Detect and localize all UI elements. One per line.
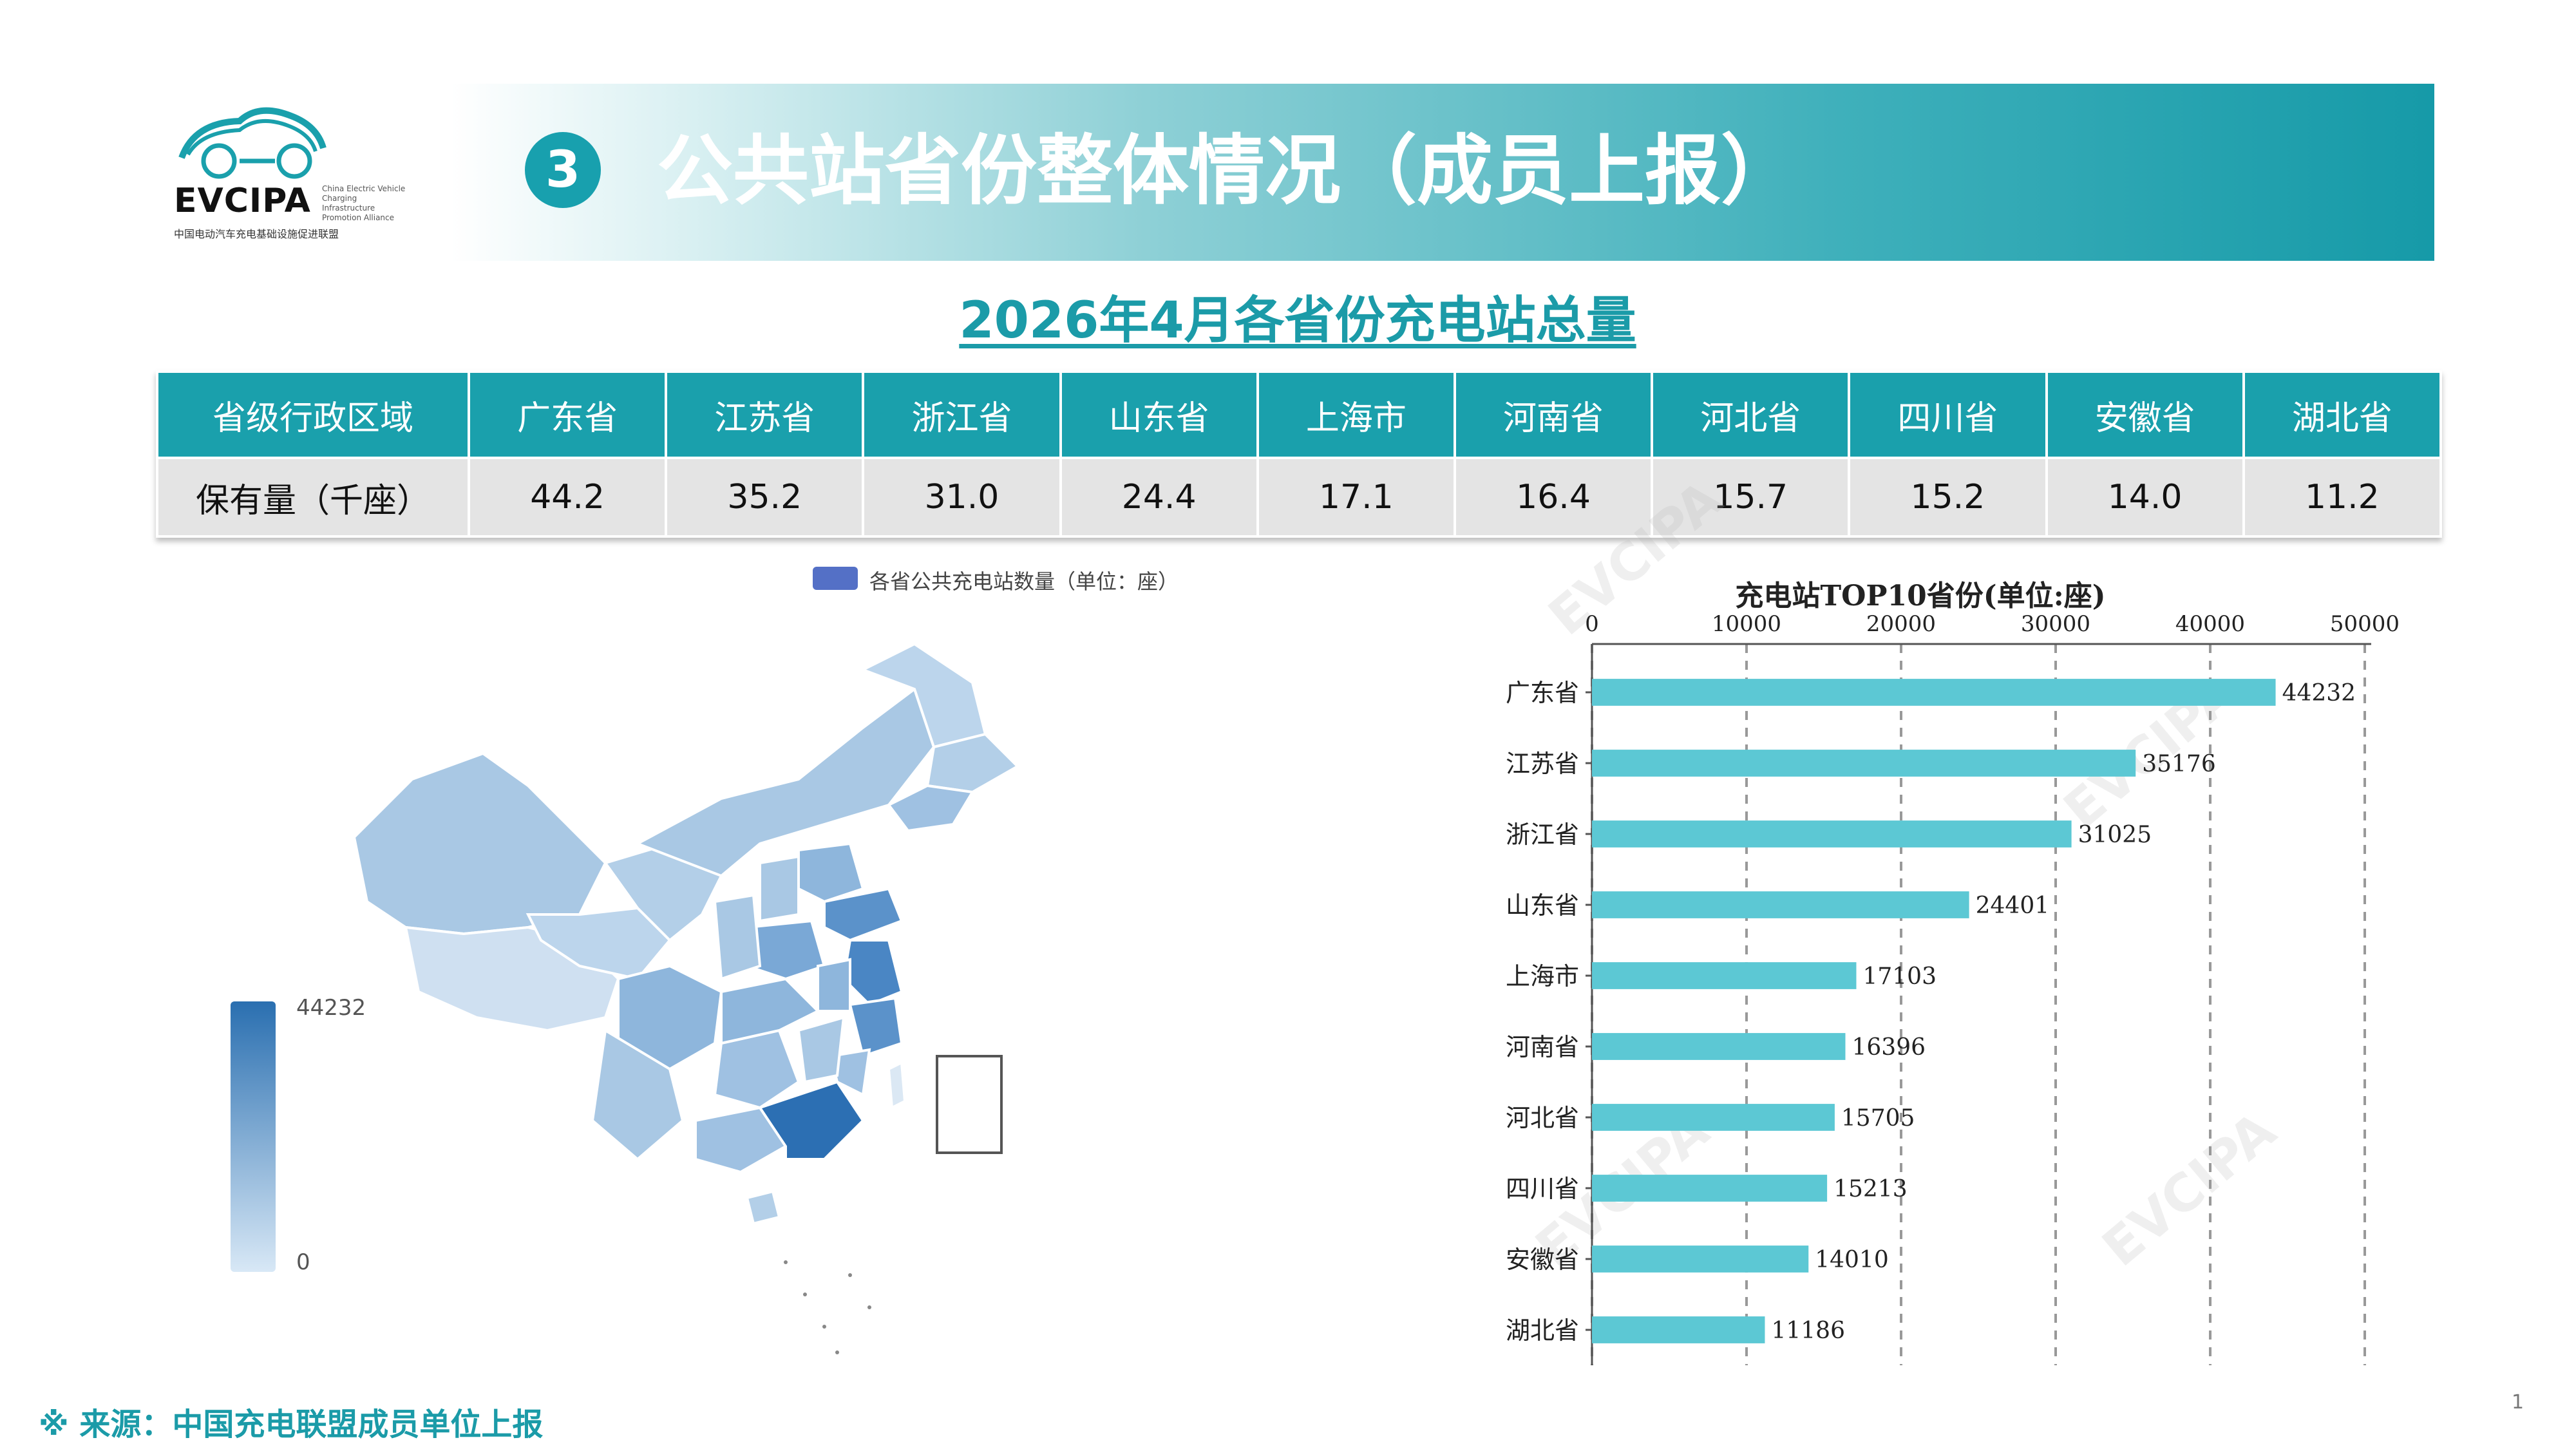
x-tick-label: 20000 bbox=[1866, 611, 1936, 637]
x-tick-label: 40000 bbox=[2175, 611, 2245, 637]
bar bbox=[1592, 1175, 1828, 1202]
table-subtitle: 2026年4月各省份充电站总量 bbox=[959, 292, 1636, 350]
table-header-cell: 浙江省 bbox=[862, 370, 1062, 459]
table-header-cell: 江苏省 bbox=[665, 370, 865, 459]
map-region-hubei bbox=[720, 977, 820, 1045]
table-cell: 11.2 bbox=[2242, 457, 2443, 538]
map-region-qinghai bbox=[526, 906, 672, 981]
map-legend-swatch[interactable] bbox=[813, 567, 858, 590]
y-tick-label: 河北省 bbox=[1506, 1104, 1579, 1132]
y-tick-label: 江苏省 bbox=[1506, 750, 1579, 778]
bar bbox=[1592, 1033, 1846, 1060]
table-cell: 15.2 bbox=[1848, 457, 2048, 538]
table-header-cell: 河南省 bbox=[1453, 370, 1654, 459]
data-label: 14010 bbox=[1815, 1247, 1889, 1273]
y-tick-label: 河南省 bbox=[1506, 1033, 1579, 1061]
x-tick-label: 30000 bbox=[2021, 611, 2090, 637]
table-header-cell: 广东省 bbox=[467, 370, 668, 459]
province-stats-table: 省级行政区域 广东省 江苏省 浙江省 山东省 上海市 河南省 河北省 四川省 安… bbox=[156, 370, 2443, 538]
bar bbox=[1592, 1316, 1765, 1343]
y-tick-label: 上海市 bbox=[1506, 962, 1579, 990]
table-header-cell: 湖北省 bbox=[2242, 370, 2443, 459]
y-tick-label: 山东省 bbox=[1506, 891, 1579, 920]
title-banner bbox=[451, 84, 2434, 261]
x-tick-label: 50000 bbox=[2330, 611, 2400, 637]
map-legend-label[interactable]: 各省公共充电站数量（单位：座） bbox=[869, 569, 1179, 594]
china-map[interactable] bbox=[335, 631, 1043, 1391]
table-header-cell: 上海市 bbox=[1256, 370, 1456, 459]
logo-english-name: China Electric Vehicle Charging Infrastr… bbox=[322, 184, 406, 222]
table-header-row: 省级行政区域 广东省 江苏省 浙江省 山东省 上海市 河南省 河北省 四川省 安… bbox=[156, 370, 2443, 459]
data-label: 16396 bbox=[1852, 1034, 1926, 1061]
logo-subtitle: 中国电动汽车充电基础设施促进联盟 bbox=[174, 228, 339, 240]
visualmap-max: 44232 bbox=[296, 995, 366, 1021]
table-cell: 31.0 bbox=[862, 457, 1062, 538]
map-region-hebei bbox=[797, 842, 865, 904]
x-tick-label: 10000 bbox=[1712, 611, 1781, 637]
map-region-liaoning bbox=[886, 784, 975, 833]
visualmap-slider[interactable] bbox=[231, 1001, 276, 1272]
y-tick-label: 四川省 bbox=[1506, 1175, 1579, 1203]
y-tick-label: 安徽省 bbox=[1506, 1245, 1579, 1274]
map-region-hainan bbox=[745, 1189, 781, 1226]
bar bbox=[1592, 891, 1969, 918]
data-label: 35176 bbox=[2142, 751, 2216, 777]
data-label: 17103 bbox=[1862, 963, 1937, 990]
row2-header: 保有量（千座） bbox=[156, 457, 470, 538]
evcipa-logo bbox=[178, 107, 327, 179]
bar bbox=[1592, 1104, 1835, 1131]
table-cell: 14.0 bbox=[2045, 457, 2245, 538]
chart-title: 充电站TOP10省份(单位:座) bbox=[1735, 580, 2105, 612]
bar bbox=[1592, 679, 2276, 706]
data-label: 11186 bbox=[1771, 1318, 1845, 1344]
data-label: 15705 bbox=[1841, 1105, 1915, 1132]
table-header-cell: 山东省 bbox=[1059, 370, 1259, 459]
table-header-cell: 安徽省 bbox=[2045, 370, 2245, 459]
page-title: 公共站省份整体情况（成员上报） bbox=[657, 126, 1797, 215]
data-label: 15213 bbox=[1833, 1176, 1908, 1202]
table-header-cell: 四川省 bbox=[1848, 370, 2048, 459]
y-tick-label: 广东省 bbox=[1506, 679, 1579, 707]
table-cell: 35.2 bbox=[665, 457, 865, 538]
table-row: 保有量（千座） 44.2 35.2 31.0 24.4 17.1 16.4 15… bbox=[156, 457, 2443, 538]
bar bbox=[1592, 962, 1857, 989]
map-region-guangxi bbox=[694, 1106, 788, 1174]
section-number: 3 bbox=[525, 132, 601, 208]
table-cell: 24.4 bbox=[1059, 457, 1259, 538]
visualmap-min: 0 bbox=[296, 1249, 310, 1275]
logo-text: EVCIPA bbox=[174, 182, 311, 220]
map-region-taiwan bbox=[887, 1060, 907, 1110]
row1-header: 省级行政区域 bbox=[156, 370, 470, 459]
source-note: ※ 来源：中国充电联盟成员单位上报 bbox=[39, 1406, 544, 1443]
data-label: 44232 bbox=[2282, 680, 2356, 706]
map-region-shanxi bbox=[759, 855, 800, 923]
table-cell: 17.1 bbox=[1256, 457, 1456, 538]
map-region-inner-mongolia bbox=[634, 687, 936, 878]
map-region-shandong bbox=[823, 887, 904, 942]
table-cell: 15.7 bbox=[1651, 457, 1851, 538]
map-region-anhui bbox=[817, 958, 851, 1012]
bar bbox=[1592, 1245, 1809, 1273]
map-region-jilin bbox=[925, 732, 1020, 794]
map-region-jiangsu bbox=[842, 939, 904, 1007]
bar bbox=[1592, 750, 2136, 777]
data-label: 31025 bbox=[2078, 822, 2152, 848]
map-region-xinjiang bbox=[352, 752, 607, 936]
map-region-shaanxi bbox=[713, 893, 762, 981]
table-cell: 16.4 bbox=[1453, 457, 1654, 538]
x-tick-label: 0 bbox=[1585, 611, 1599, 637]
map-region-jiangxi bbox=[797, 1016, 846, 1084]
table-header-cell: 河北省 bbox=[1651, 370, 1851, 459]
page-number: 1 bbox=[2512, 1391, 2524, 1414]
y-tick-label: 湖北省 bbox=[1506, 1316, 1579, 1345]
data-label: 24401 bbox=[1976, 893, 2050, 919]
map-region-yunnan bbox=[591, 1028, 685, 1161]
top10-bar-chart[interactable]: 充电站TOP10省份(单位:座) 0 10000 20000 30000 40000 50… bbox=[1449, 567, 2454, 1404]
table-cell: 44.2 bbox=[467, 457, 668, 538]
y-tick-label: 浙江省 bbox=[1506, 820, 1579, 849]
map-region-zhejiang bbox=[848, 996, 904, 1058]
bar bbox=[1592, 820, 2072, 848]
south-sea-inset bbox=[936, 1055, 1003, 1154]
